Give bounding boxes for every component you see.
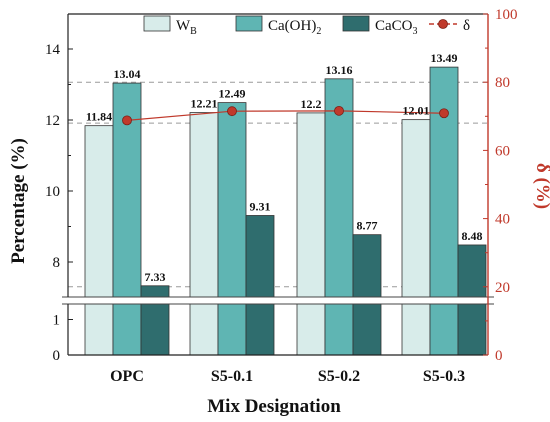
line-layer [122,105,449,126]
legend-label: Ca(OH)2 [268,18,321,37]
bar [189,112,219,356]
delta-point [122,115,132,126]
x-tick-label: S5-0.3 [423,368,465,385]
bar [217,102,247,356]
legend-swatch [235,15,263,32]
bar [401,119,431,356]
bar [245,215,275,356]
y2-tick-label: 80 [495,75,510,91]
axes-layer: 0 1 8 10 12 14 0 20 40 60 80 100 OPC S5-0.1 S5-0.2 S5-0… [45,7,518,385]
data-label: 7.33 [145,270,166,284]
y-tick-label: 1 [53,313,61,329]
bar [324,78,354,356]
axis-break-band [62,297,494,304]
labels-layer: 11.84 12.21 12.2 12.01 13.04 12.49 13.16 13.49 7… [86,51,483,284]
data-label: 13.16 [326,63,353,77]
y-tick-label: 8 [53,255,61,271]
data-label: 12.49 [219,87,246,101]
bar [296,112,326,356]
y-tick-label: 0 [53,348,61,364]
data-label: 8.77 [357,219,378,233]
x-tick-label: OPC [110,368,144,385]
legend-label: CaCO3 [375,18,418,37]
delta-point [334,105,344,116]
data-label: 12.01 [403,104,430,118]
delta-point [439,108,449,119]
y2-tick-label: 40 [495,212,510,228]
data-label: 12.21 [191,97,218,111]
bar [112,82,142,356]
data-label: 11.84 [86,110,112,124]
x-axis-title: Mix Designation [207,396,341,417]
y-tick-label: 14 [45,42,61,58]
legend-label: WB [176,18,197,37]
y-tick-label: 12 [45,113,60,129]
bar [84,125,114,356]
y2-tick-label: 20 [495,280,510,296]
bar [352,234,382,356]
y-tick-label: 10 [45,184,60,200]
bar [140,285,170,356]
legend-swatch [342,15,370,32]
y2-tick-label: 60 [495,143,510,159]
delta-line [126,110,445,121]
data-label: 13.04 [114,67,141,81]
legend: WB Ca(OH)2 CaCO3 δ [143,15,470,37]
legend-label: δ [463,18,470,34]
y2-axis-title: δ (%) [532,163,550,209]
legend-marker [438,19,448,29]
data-label: 9.31 [250,199,271,213]
delta-point [227,106,237,117]
legend-swatch [143,15,171,32]
y-axis-title: Percentage (%) [8,138,29,264]
data-label: 12.2 [301,97,322,111]
background-layer [68,81,488,288]
y2-tick-label: 0 [495,348,503,364]
data-label: 13.49 [431,51,458,65]
data-label: 8.48 [462,229,483,243]
x-tick-label: S5-0.1 [211,368,253,385]
x-tick-label: S5-0.2 [318,368,360,385]
y2-tick-label: 100 [495,7,518,23]
